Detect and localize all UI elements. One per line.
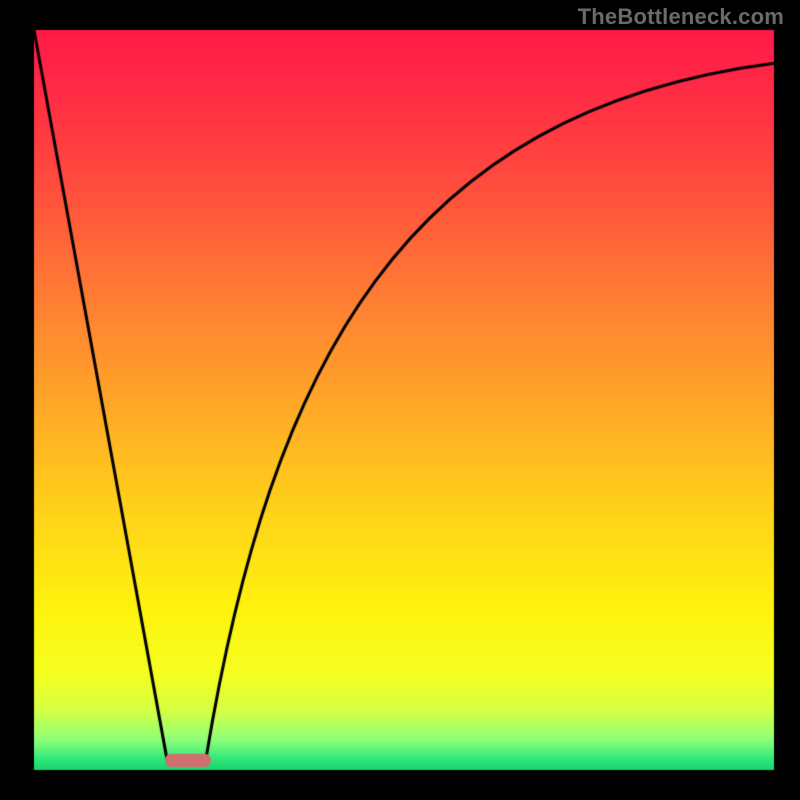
bottleneck-chart-canvas [0,0,800,800]
chart-container: TheBottleneck.com [0,0,800,800]
watermark: TheBottleneck.com [578,4,784,30]
